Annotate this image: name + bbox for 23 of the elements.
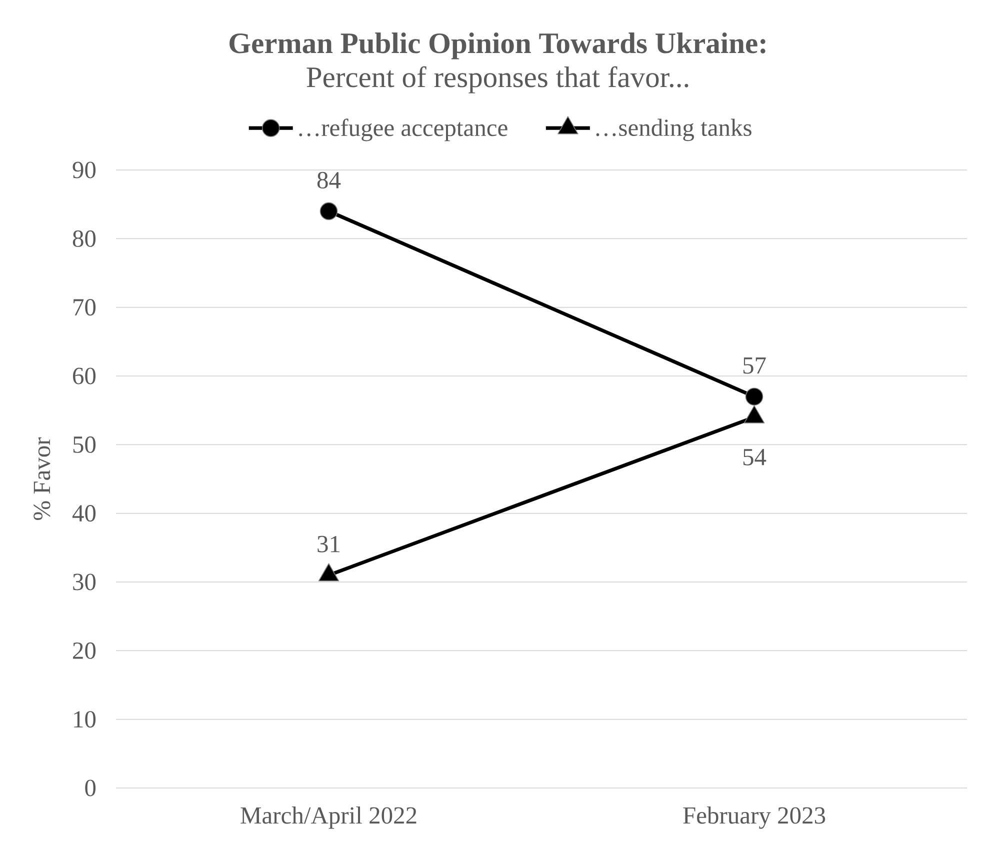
y-tick-label: 80 (72, 230, 96, 247)
y-tick-label: 40 (72, 505, 96, 522)
data-label: 31 (318, 536, 340, 552)
data-label: 57 (743, 357, 766, 374)
chart-title: German Public Opinion Towards Ukraine: (230, 32, 766, 60)
y-tick-label: 30 (73, 574, 96, 590)
point (320, 202, 338, 220)
y-tick-label: 50 (73, 436, 96, 453)
point (745, 388, 764, 406)
y-tick-label: 20 (73, 642, 96, 659)
y-tick-label: 70 (74, 299, 96, 316)
x-tick-label: March/April 2022 (240, 806, 416, 829)
y-tick-label: 0 (85, 780, 96, 796)
legend-label: …refugee acceptance (299, 118, 508, 142)
y-tick-label: 60 (73, 368, 96, 384)
y-tick-label: 90 (72, 162, 96, 178)
data-label: 54 (743, 449, 766, 466)
legend-label: …sending tanks (596, 118, 752, 142)
chart-subtitle: Percent of responses that favor... (306, 66, 688, 94)
data-label: 84 (317, 172, 341, 188)
y-tick-label: 10 (74, 711, 96, 728)
x-tick-label: February 2023 (683, 806, 826, 829)
y-axis-title: % Favor (34, 437, 50, 520)
